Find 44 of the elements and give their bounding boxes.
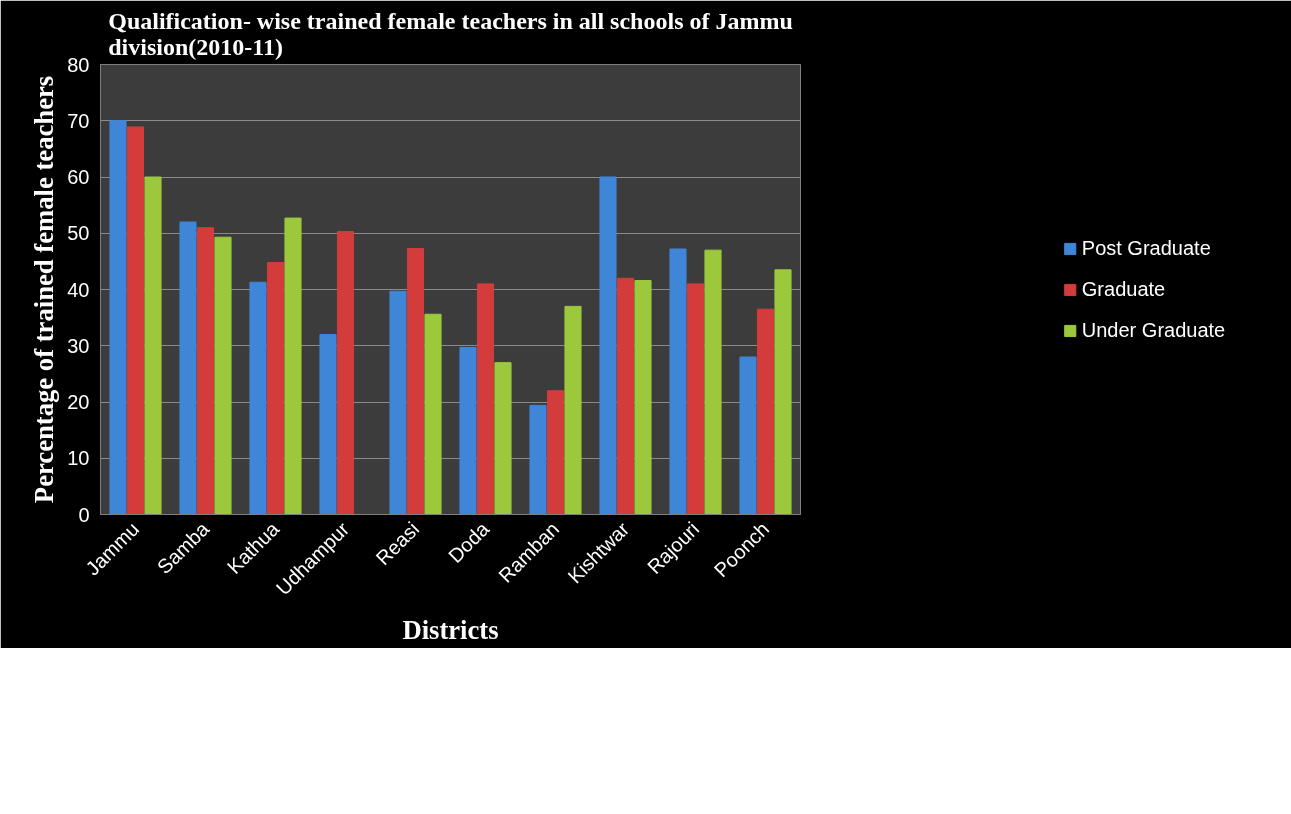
bar <box>546 390 565 515</box>
y-tick-label: 40 <box>67 278 90 301</box>
bar <box>686 283 705 515</box>
y-tick-label: 80 <box>67 53 90 76</box>
y-tick-label: 60 <box>67 166 90 188</box>
legend-label: Post Graduate <box>1081 236 1211 260</box>
legend-label: Under Graduate <box>1081 318 1226 342</box>
x-axis-title: Districts <box>402 615 499 646</box>
bar <box>564 305 582 515</box>
bar <box>249 281 267 515</box>
bar <box>126 126 145 515</box>
y-tick-label: 70 <box>67 109 90 132</box>
y-tick-label: 20 <box>67 391 90 413</box>
legend-label: Graduate <box>1081 277 1166 301</box>
bar <box>284 217 302 515</box>
bar <box>529 404 547 515</box>
bar <box>756 308 775 515</box>
bar <box>739 356 757 515</box>
bar <box>214 236 232 515</box>
bar <box>406 247 425 515</box>
bar <box>599 176 617 515</box>
bar <box>774 269 792 515</box>
y-tick-label: 30 <box>67 334 90 357</box>
bar <box>669 248 687 515</box>
y-axis-title: Percentage of trained female teachers <box>29 75 60 504</box>
bar <box>109 120 127 515</box>
bar <box>616 277 635 515</box>
bar <box>494 362 512 515</box>
bar <box>459 346 477 515</box>
bar <box>196 227 215 515</box>
y-tick-label: 10 <box>67 447 90 470</box>
bar <box>179 221 197 515</box>
bar <box>266 262 285 515</box>
bar <box>424 313 442 515</box>
bar <box>144 176 162 515</box>
bar <box>476 283 495 515</box>
bar <box>389 290 407 515</box>
y-tick-label: 0 <box>78 503 90 526</box>
bar <box>704 249 722 515</box>
bar <box>319 334 337 515</box>
y-tick-label: 50 <box>67 222 90 245</box>
bar <box>634 280 652 515</box>
bar <box>336 231 355 515</box>
chart-title: Qualification- wise trained female teachers in all schools of Jammu division(2010-11) <box>108 7 793 60</box>
